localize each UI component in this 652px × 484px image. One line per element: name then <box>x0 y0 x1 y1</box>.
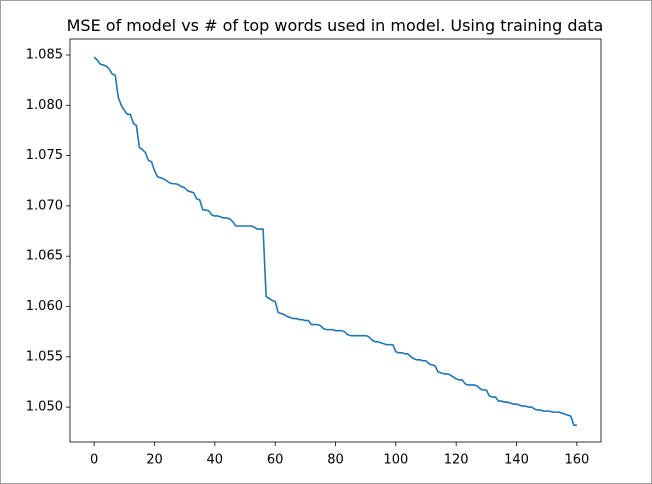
x-tick-label: 100 <box>383 453 408 468</box>
y-tick-label: 1.055 <box>26 349 63 364</box>
x-tick-label: 80 <box>327 453 344 468</box>
plot-frame <box>69 38 602 443</box>
x-tick-label: 120 <box>444 453 469 468</box>
x-tick-label: 0 <box>90 453 98 468</box>
chart-title: MSE of model vs # of top words used in m… <box>67 16 604 35</box>
y-tick-label: 1.080 <box>26 98 63 113</box>
y-tick-label: 1.065 <box>26 249 63 264</box>
x-tick-label: 160 <box>564 453 589 468</box>
y-tick-label: 1.085 <box>26 47 63 62</box>
y-tick-label: 1.050 <box>26 400 63 415</box>
y-tick-label: 1.070 <box>26 198 63 213</box>
x-tick-label: 60 <box>267 453 284 468</box>
x-tick-label: 140 <box>504 453 529 468</box>
x-tick-label: 40 <box>207 453 224 468</box>
y-tick-label: 1.075 <box>26 148 63 163</box>
data-line <box>93 56 577 426</box>
y-tick-label: 1.060 <box>26 299 63 314</box>
x-tick-label: 20 <box>146 453 163 468</box>
